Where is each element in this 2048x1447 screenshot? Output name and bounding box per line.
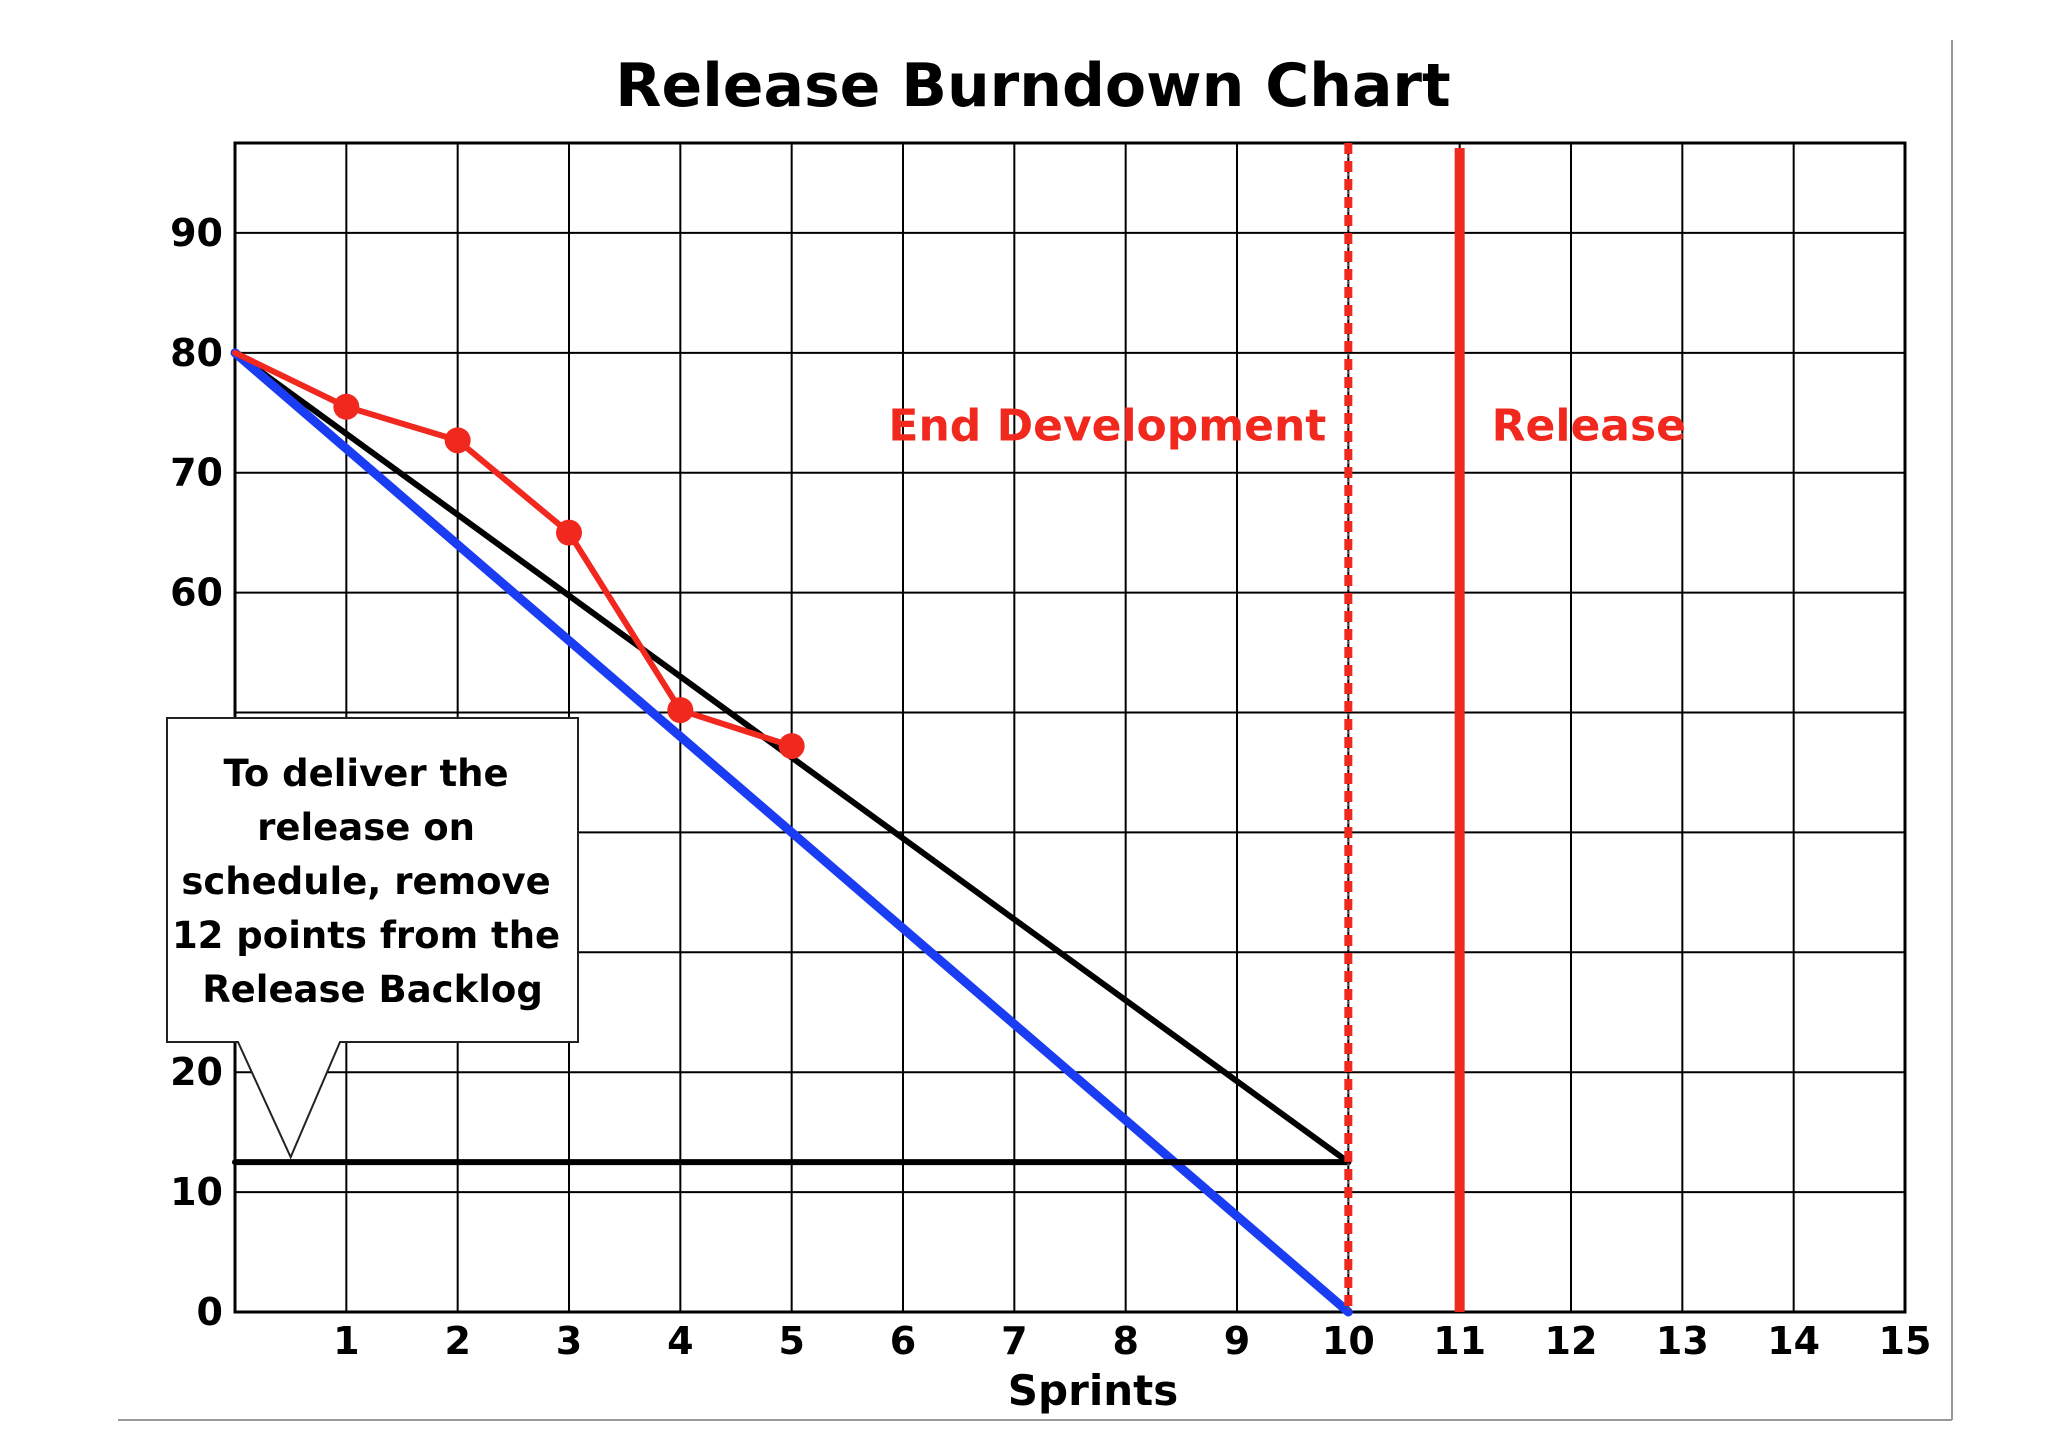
y-tick-label: 80 (170, 331, 223, 375)
data-point (778, 733, 805, 760)
x-axis-label: Sprints (1008, 1366, 1178, 1415)
data-point (556, 519, 582, 546)
callout-text: To deliver the release on schedule, remo… (172, 752, 573, 1011)
y-tick-label: 90 (170, 211, 223, 255)
callout-line: To deliver the (224, 752, 509, 795)
x-tick-label: 5 (778, 1319, 804, 1363)
x-tick-label: 15 (1879, 1319, 1932, 1363)
x-tick-label: 8 (1112, 1319, 1138, 1363)
end-development-label: End Development (888, 400, 1326, 451)
x-tick-label: 10 (1322, 1319, 1375, 1363)
vertical-markers: End Development Release (888, 143, 1686, 1312)
callout-line: schedule, remove (181, 860, 550, 903)
callout-line: 12 points from the (172, 914, 560, 957)
release-label: Release (1492, 400, 1686, 451)
data-point (667, 697, 694, 724)
callout-line: release on (257, 806, 475, 849)
data-point (444, 427, 471, 454)
x-tick-label: 13 (1656, 1319, 1709, 1363)
actual-burndown-line (232, 349, 795, 750)
x-tick-label: 1 (333, 1319, 359, 1363)
y-tick-label: 70 (170, 451, 223, 495)
callout-line: Release Backlog (202, 968, 543, 1011)
y-tick-label: 0 (197, 1290, 223, 1334)
series (230, 348, 1353, 1317)
callout-box (166, 717, 579, 1160)
y-tick-label: 20 (170, 1050, 223, 1094)
x-tick-label: 14 (1767, 1319, 1820, 1363)
x-tick-label: 7 (1001, 1319, 1027, 1363)
y-tick-label: 60 (170, 571, 223, 615)
x-tick-label: 12 (1545, 1319, 1598, 1363)
callout: To deliver the release on schedule, remo… (166, 717, 579, 1160)
x-tick-label: 11 (1433, 1319, 1486, 1363)
x-tick-label: 6 (890, 1319, 916, 1363)
chart-title: Release Burndown Chart (615, 51, 1450, 121)
x-tick-label: 3 (556, 1319, 582, 1363)
x-tick-label: 2 (444, 1319, 470, 1363)
required-velocity-line (230, 348, 1353, 1317)
data-point (333, 393, 360, 420)
x-tick-label: 9 (1224, 1319, 1250, 1363)
x-tick-label: 4 (667, 1319, 693, 1363)
y-tick-label: 10 (170, 1170, 223, 1214)
